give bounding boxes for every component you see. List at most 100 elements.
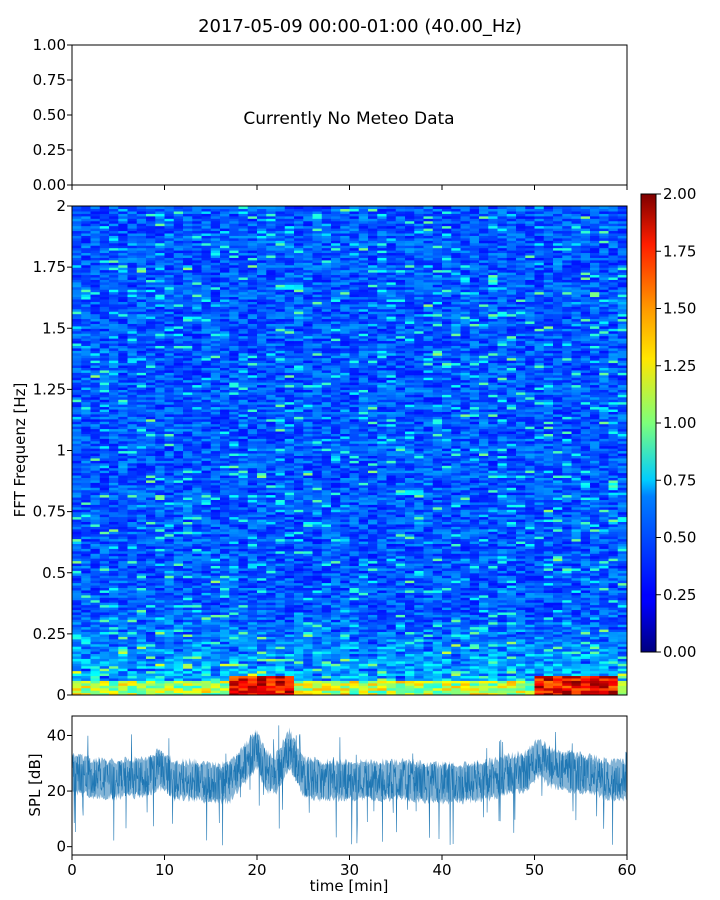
heatmap-cell bbox=[192, 550, 203, 554]
heatmap-cell bbox=[368, 565, 378, 569]
heatmap-cell bbox=[451, 580, 462, 584]
heatmap-cell bbox=[294, 619, 304, 623]
heatmap-cell bbox=[562, 492, 573, 496]
heatmap-cell bbox=[173, 570, 184, 574]
heatmap-cell bbox=[469, 609, 480, 613]
heatmap-cell bbox=[451, 526, 462, 530]
heatmap-cell bbox=[525, 658, 536, 662]
heatmap-cell bbox=[506, 587, 517, 591]
heatmap-cell bbox=[488, 558, 499, 562]
heatmap-cell bbox=[451, 567, 462, 571]
heatmap-cell bbox=[81, 511, 92, 515]
no-meteo-message: Currently No Meteo Data bbox=[243, 109, 454, 129]
heatmap-cell bbox=[266, 655, 277, 659]
heatmap-cell bbox=[442, 533, 452, 537]
heatmap-cell bbox=[543, 641, 554, 645]
heatmap-cell bbox=[580, 553, 591, 557]
heatmap-cell bbox=[580, 621, 591, 625]
heatmap-cell bbox=[608, 628, 619, 633]
heatmap-cell bbox=[386, 518, 397, 523]
heatmap-cell bbox=[81, 592, 92, 596]
heatmap-cell bbox=[488, 533, 499, 537]
heatmap-cell bbox=[553, 521, 563, 525]
heatmap-cell bbox=[562, 536, 573, 540]
heatmap-cell bbox=[173, 638, 184, 642]
heatmap-cell bbox=[460, 538, 471, 542]
heatmap-cell bbox=[497, 633, 508, 637]
heatmap-cell bbox=[543, 558, 554, 562]
heatmap-cell bbox=[553, 668, 563, 672]
heatmap-cell bbox=[534, 653, 545, 657]
heatmap-cell bbox=[164, 631, 175, 635]
heatmap-cell bbox=[340, 624, 351, 628]
heatmap-cell bbox=[414, 628, 425, 633]
heatmap-cell bbox=[136, 570, 147, 574]
heatmap-cell bbox=[442, 501, 452, 505]
heatmap-cell bbox=[331, 641, 341, 645]
heatmap-cell bbox=[358, 648, 369, 652]
heatmap-cell bbox=[229, 653, 240, 657]
heatmap-cell bbox=[405, 665, 415, 669]
heatmap-cell bbox=[210, 687, 221, 691]
heatmap-cell bbox=[90, 531, 101, 535]
heatmap-cell bbox=[506, 604, 517, 608]
heatmap-cell bbox=[562, 582, 573, 586]
heatmap-cell bbox=[386, 580, 397, 584]
heatmap-cell bbox=[183, 643, 193, 647]
heatmap-cell bbox=[173, 609, 184, 613]
heatmap-cell bbox=[284, 616, 295, 620]
heatmap-cell bbox=[543, 526, 554, 530]
heatmap-cell bbox=[303, 677, 314, 681]
heatmap-cell bbox=[571, 643, 582, 647]
heatmap-cell bbox=[127, 609, 138, 613]
heatmap-cell bbox=[497, 584, 508, 589]
heatmap-cell bbox=[534, 560, 545, 564]
heatmap-cell bbox=[109, 523, 119, 527]
heatmap-cell bbox=[349, 633, 360, 637]
heatmap-cell bbox=[257, 597, 267, 601]
heatmap-cell bbox=[266, 514, 277, 518]
heatmap-cell bbox=[479, 650, 489, 655]
heatmap-cell bbox=[155, 648, 166, 652]
heatmap-cell bbox=[432, 685, 443, 689]
heatmap-cell bbox=[275, 687, 286, 691]
heatmap-cell bbox=[368, 638, 378, 642]
heatmap-cell bbox=[275, 506, 286, 510]
heatmap-cell bbox=[497, 540, 508, 545]
heatmap-cell bbox=[442, 538, 452, 542]
heatmap-cell bbox=[608, 611, 619, 615]
heatmap-cell bbox=[516, 543, 526, 547]
heatmap-cell bbox=[562, 587, 573, 591]
heatmap-cell bbox=[395, 690, 406, 694]
heatmap-cell bbox=[321, 562, 332, 567]
heatmap-cell bbox=[368, 506, 378, 510]
heatmap-cell bbox=[284, 518, 295, 523]
heatmap-cell bbox=[469, 692, 480, 695]
heatmap-cell bbox=[136, 606, 147, 611]
heatmap-cell bbox=[229, 606, 240, 611]
heatmap-cell bbox=[358, 509, 369, 513]
heatmap-cell bbox=[349, 631, 360, 635]
heatmap-cell bbox=[377, 575, 388, 579]
heatmap-cell bbox=[192, 658, 203, 662]
heatmap-cell bbox=[331, 562, 341, 567]
heatmap-cell bbox=[571, 597, 582, 601]
heatmap-cell bbox=[127, 506, 138, 510]
heatmap-cell bbox=[340, 548, 351, 552]
heatmap-cell bbox=[247, 606, 258, 611]
heatmap-cell bbox=[608, 509, 619, 513]
heatmap-cell bbox=[247, 492, 258, 496]
heatmap-cell bbox=[275, 511, 286, 515]
heatmap-cell bbox=[488, 543, 499, 547]
heatmap-cell bbox=[571, 633, 582, 637]
heatmap-cell bbox=[247, 631, 258, 635]
heatmap-cell bbox=[210, 682, 221, 686]
heatmap-cell bbox=[553, 633, 563, 637]
heatmap-cell bbox=[331, 636, 341, 640]
heatmap-cell bbox=[432, 680, 443, 684]
heatmap-cell bbox=[414, 609, 425, 613]
heatmap-cell bbox=[312, 658, 323, 662]
heatmap-cell bbox=[201, 668, 212, 672]
heatmap-cell bbox=[571, 582, 582, 586]
heatmap-cell bbox=[81, 572, 92, 576]
